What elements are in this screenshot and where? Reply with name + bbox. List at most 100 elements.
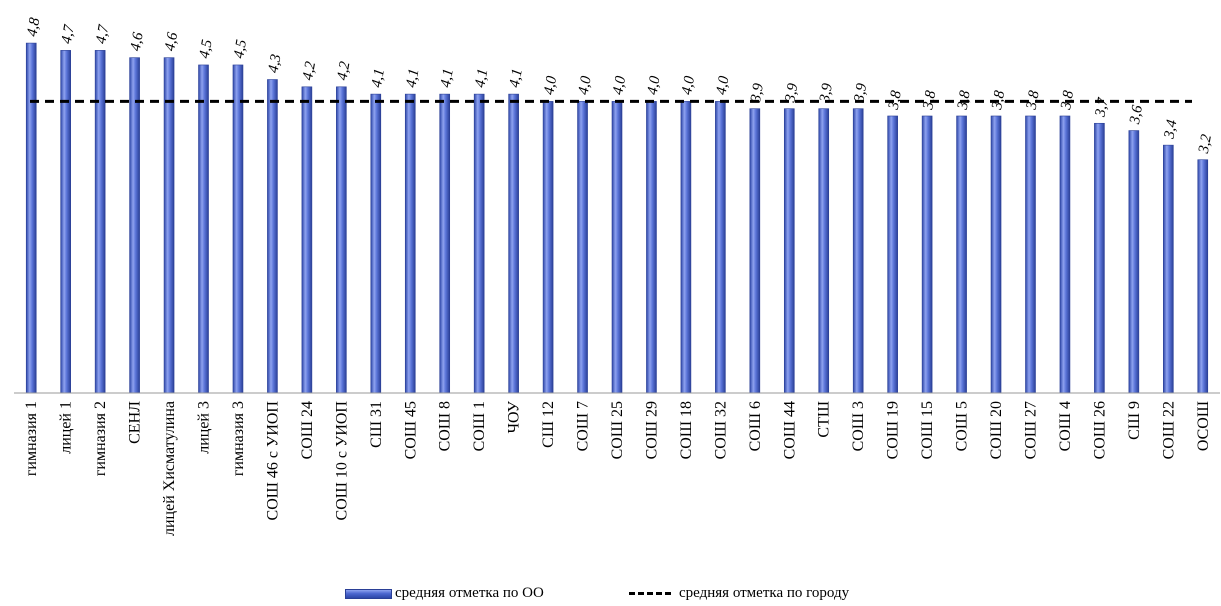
bar-8 [267, 79, 278, 394]
bar-19 [646, 101, 657, 394]
value-label-5: 4,6 [162, 31, 181, 53]
category-label-9: СОШ 24 [299, 401, 316, 459]
bar-5 [163, 57, 175, 394]
value-label-2: 4,7 [59, 22, 78, 45]
value-label-3: 4,7 [93, 22, 112, 45]
bar-9 [301, 86, 313, 394]
value-label-28: 3,8 [955, 89, 974, 112]
bar-24 [818, 108, 830, 394]
category-label-1: гимназия 1 [23, 401, 40, 476]
bar-1 [25, 42, 37, 394]
bar-33 [1128, 130, 1140, 394]
bar-31 [1059, 115, 1071, 394]
value-label-7: 4,5 [231, 38, 250, 60]
value-label-11: 4,1 [369, 68, 388, 89]
bar-6 [198, 64, 209, 394]
value-label-35: 3,2 [1196, 133, 1215, 156]
value-label-10: 4,2 [335, 60, 354, 82]
category-label-20: СОШ 18 [678, 401, 695, 459]
category-label-16: СШ 12 [540, 401, 557, 448]
bar-20 [680, 101, 692, 394]
bar-7 [232, 64, 244, 394]
value-label-8: 4,3 [266, 53, 285, 74]
category-label-14: СОШ 1 [471, 401, 488, 451]
legend-item-city: средняя отметка по городу [629, 585, 849, 602]
category-label-13: СОШ 8 [437, 401, 454, 451]
legend-dash-swatch [629, 592, 671, 595]
category-label-29: СОШ 20 [988, 401, 1005, 459]
value-label-16: 4,0 [541, 74, 560, 96]
category-label-2: лицей 1 [58, 401, 75, 454]
category-label-22: СОШ 6 [747, 401, 764, 451]
category-label-11: СШ 31 [368, 401, 385, 448]
legend: средняя отметка по ОО средняя отметка по… [0, 585, 1221, 605]
bar-18 [611, 101, 623, 394]
value-label-31: 3,8 [1058, 89, 1077, 112]
category-label-27: СОШ 15 [919, 401, 936, 459]
category-label-34: СОШ 22 [1160, 401, 1177, 459]
bar-29 [990, 115, 1002, 394]
value-label-25: 3,9 [851, 82, 870, 105]
value-label-27: 3,8 [920, 89, 939, 112]
category-label-7: гимназия 3 [230, 401, 247, 476]
category-label-28: СОШ 5 [954, 401, 971, 451]
bar-30 [1025, 115, 1036, 394]
value-label-34: 3,4 [1161, 118, 1180, 141]
category-label-21: СОШ 32 [712, 401, 729, 459]
bar-12 [404, 93, 416, 394]
value-label-20: 4,0 [679, 74, 698, 96]
bar-22 [749, 108, 761, 394]
value-label-13: 4,1 [438, 68, 457, 89]
category-label-35: ОСОШ [1195, 401, 1212, 451]
category-label-19: СОШ 29 [643, 401, 660, 459]
value-label-33: 3,6 [1127, 104, 1146, 127]
category-label-26: СОШ 19 [885, 401, 902, 459]
category-label-33: СШ 9 [1126, 401, 1143, 440]
bar-chart: 4,8 4,7 4,7 4,6 4,6 4,5 4,5 4,3 4,2 4,2 4,1 4,1 4,1 4… [14, 16, 1220, 536]
bar-15 [508, 93, 519, 394]
value-label-29: 3,8 [989, 89, 1008, 112]
category-label-31: СОШ 4 [1057, 401, 1074, 451]
value-label-26: 3,8 [886, 89, 905, 112]
value-label-4: 4,6 [128, 31, 147, 53]
bar-25 [852, 108, 864, 394]
category-label-17: СОШ 7 [575, 401, 592, 451]
bar-4 [129, 57, 140, 394]
value-label-12: 4,1 [403, 68, 422, 89]
legend-label-school: средняя отметка по ОО [395, 585, 544, 601]
category-label-32: СОШ 26 [1091, 401, 1108, 459]
value-label-22: 3,9 [748, 82, 767, 105]
category-label-25: СОШ 3 [850, 401, 867, 451]
category-label-3: гимназия 2 [92, 401, 109, 476]
legend-label-city: средняя отметка по городу [679, 585, 850, 601]
bar-14 [473, 93, 485, 394]
value-label-19: 4,0 [645, 74, 664, 96]
value-label-6: 4,5 [197, 38, 216, 60]
value-label-32: 3,7 [1092, 95, 1111, 119]
bar-13 [439, 93, 451, 394]
bar-27 [921, 115, 933, 394]
value-labels-group: 4,8 4,7 4,7 4,6 4,6 4,5 4,5 4,3 4,2 4,2 4,1 4,1 4,1 4… [24, 16, 1215, 155]
value-label-14: 4,1 [472, 68, 491, 89]
bar-26 [887, 115, 898, 394]
category-label-5: лицей Хисматулина [161, 401, 178, 536]
value-label-24: 3,9 [817, 82, 836, 105]
legend-bar-swatch [345, 588, 392, 599]
category-label-24: СТШ [816, 401, 833, 438]
bar-17 [577, 101, 588, 394]
bar-23 [783, 108, 795, 394]
bar-11 [370, 93, 382, 394]
category-label-4: СЕНЛ [127, 401, 144, 444]
bar-28 [956, 115, 967, 394]
value-label-30: 3,8 [1023, 89, 1042, 112]
category-label-8: СОШ 46 с УИОП [264, 401, 281, 521]
category-label-6: лицей 3 [196, 401, 213, 454]
bar-21 [715, 101, 726, 394]
value-label-1: 4,8 [24, 16, 43, 38]
category-label-10: СОШ 10 с УИОП [333, 401, 350, 521]
bar-35 [1197, 159, 1209, 394]
value-label-17: 4,0 [576, 74, 595, 96]
category-label-12: СОШ 45 [402, 401, 419, 459]
value-label-23: 3,9 [782, 82, 801, 105]
category-label-15: ЧОУ [506, 400, 523, 433]
